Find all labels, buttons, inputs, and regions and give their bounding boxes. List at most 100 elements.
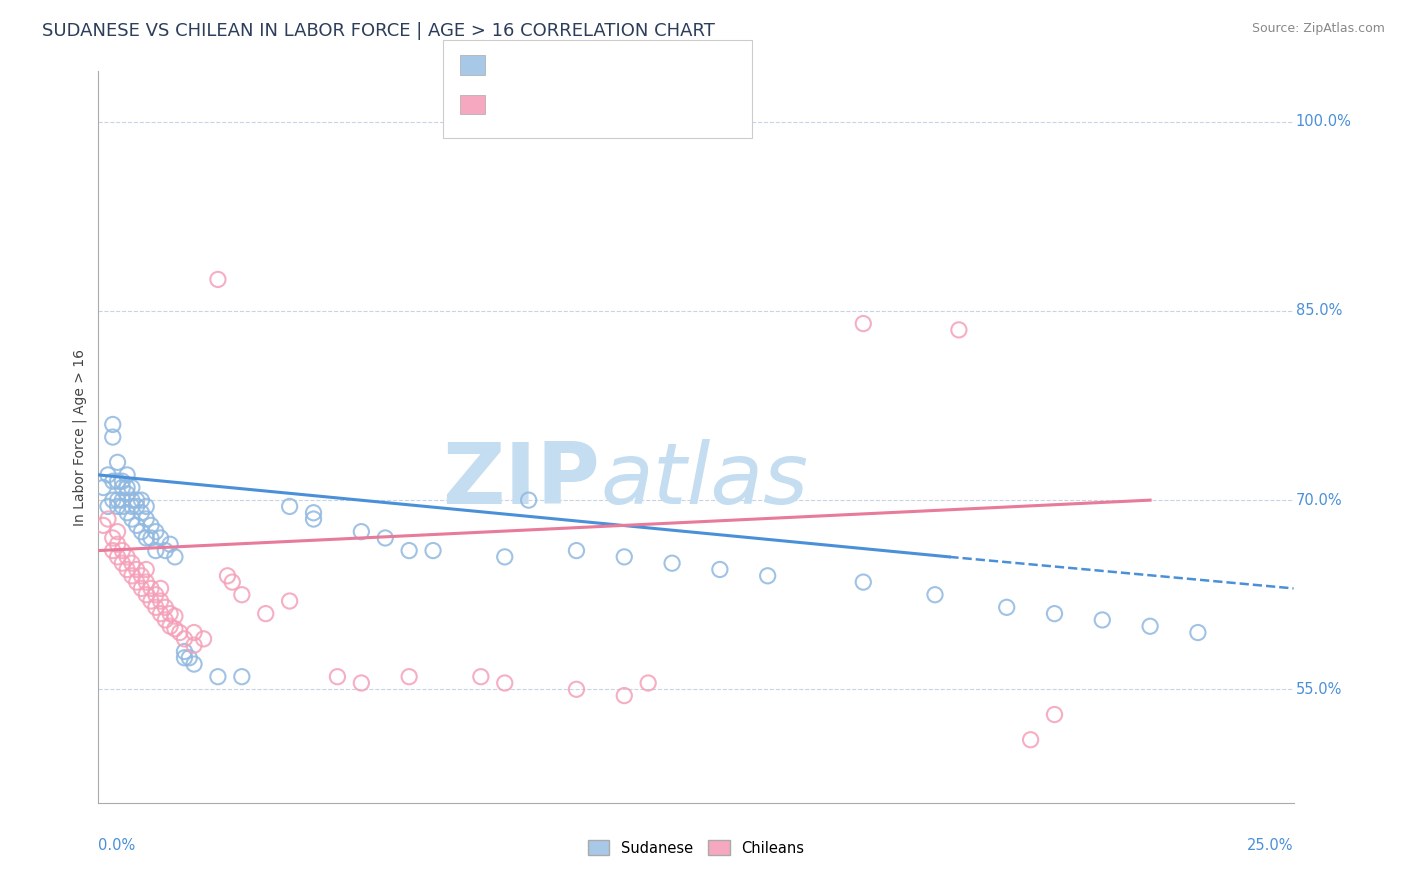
Point [231, 670, 253, 684]
Point [852, 575, 875, 590]
Point [350, 676, 373, 690]
Point [163, 609, 186, 624]
Text: SUDANESE VS CHILEAN IN LABOR FORCE | AGE > 16 CORRELATION CHART: SUDANESE VS CHILEAN IN LABOR FORCE | AGE… [42, 22, 716, 40]
Point [97, 512, 120, 526]
Text: R =: R = [496, 97, 530, 112]
Point [179, 650, 201, 665]
Text: 0.111: 0.111 [534, 97, 592, 112]
Point [278, 500, 301, 514]
Point [709, 562, 731, 576]
Point [145, 600, 167, 615]
Point [613, 689, 636, 703]
Point [163, 622, 186, 636]
Point [173, 650, 195, 665]
Point [131, 569, 153, 583]
Point [326, 670, 349, 684]
Point [193, 632, 215, 646]
Point [121, 500, 143, 514]
Point [637, 676, 659, 690]
Point [101, 430, 124, 444]
Point [111, 493, 134, 508]
Point [121, 512, 143, 526]
Point [173, 644, 195, 658]
Point [139, 531, 162, 545]
Text: 55.0%: 55.0% [1296, 681, 1343, 697]
Point [169, 625, 191, 640]
Point [139, 518, 162, 533]
Point [131, 524, 153, 539]
Text: 25.0%: 25.0% [1247, 838, 1294, 853]
Point [115, 562, 138, 576]
Point [135, 512, 157, 526]
Point [101, 493, 124, 508]
Point [139, 582, 162, 596]
Point [1139, 619, 1161, 633]
Point [107, 537, 129, 551]
Point [125, 493, 148, 508]
Point [125, 575, 148, 590]
Point [107, 524, 129, 539]
Point [183, 657, 205, 671]
Point [135, 588, 157, 602]
Point [131, 582, 153, 596]
Point [852, 317, 875, 331]
Point [183, 638, 205, 652]
Point [756, 569, 779, 583]
Point [149, 607, 172, 621]
Point [107, 500, 129, 514]
Y-axis label: In Labor Force | Age > 16: In Labor Force | Age > 16 [73, 349, 87, 525]
Point [217, 569, 239, 583]
Point [111, 481, 134, 495]
Point [111, 543, 134, 558]
Text: 70.0%: 70.0% [1296, 492, 1343, 508]
Point [1019, 732, 1042, 747]
Point [1187, 625, 1209, 640]
Point [613, 549, 636, 564]
Point [494, 549, 516, 564]
Point [661, 556, 683, 570]
Point [91, 481, 114, 495]
Point [135, 500, 157, 514]
Point [398, 670, 420, 684]
Point [231, 588, 253, 602]
Point [517, 493, 540, 508]
Point [91, 518, 114, 533]
Point [101, 417, 124, 432]
Point [131, 506, 153, 520]
Point [111, 556, 134, 570]
Point [207, 272, 229, 286]
Point [1043, 707, 1066, 722]
Point [145, 588, 167, 602]
Point [494, 676, 516, 690]
Point [924, 588, 946, 602]
Point [121, 556, 143, 570]
Point [398, 543, 420, 558]
Point [302, 506, 325, 520]
Point [135, 531, 157, 545]
Point [221, 575, 243, 590]
Point [111, 474, 134, 488]
Text: R =: R = [496, 58, 530, 72]
Text: 54: 54 [628, 97, 650, 112]
Text: 100.0%: 100.0% [1296, 114, 1351, 129]
Point [135, 562, 157, 576]
Text: ZIP: ZIP [443, 440, 600, 523]
Point [125, 500, 148, 514]
Point [97, 467, 120, 482]
Point [159, 537, 181, 551]
Point [565, 543, 588, 558]
Point [183, 625, 205, 640]
Point [125, 518, 148, 533]
Legend: Sudanese, Chileans: Sudanese, Chileans [582, 834, 810, 862]
Point [107, 455, 129, 469]
Point [149, 531, 172, 545]
Point [302, 512, 325, 526]
Point [470, 670, 492, 684]
Point [278, 594, 301, 608]
Point [107, 493, 129, 508]
Point [101, 474, 124, 488]
Point [948, 323, 970, 337]
Point [155, 613, 177, 627]
Text: -0.202: -0.202 [534, 58, 589, 72]
Point [163, 549, 186, 564]
